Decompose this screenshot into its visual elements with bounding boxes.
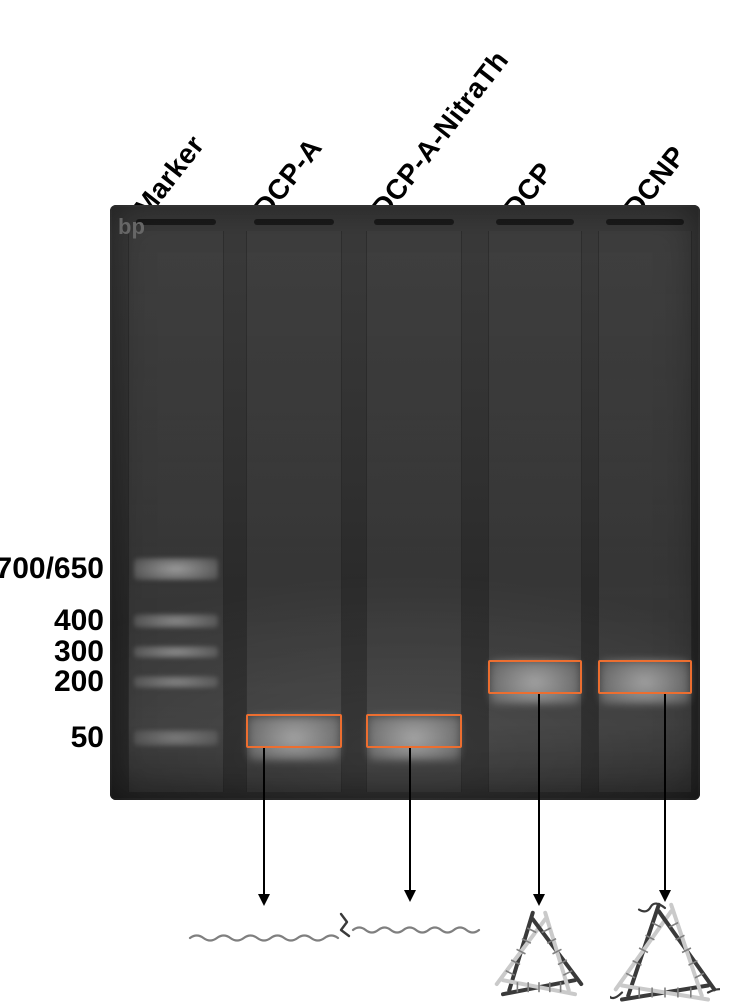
leader-line	[409, 748, 411, 892]
arrowhead-icon	[533, 894, 545, 906]
well-marker	[136, 219, 216, 225]
schematic-triangle_plain	[491, 906, 587, 1002]
leader-line	[538, 694, 540, 896]
figure-root: Marker DCP-A DCP-A-NitraTh DCP DCNP bp 7…	[0, 0, 754, 1000]
lane-smear-marker	[128, 231, 224, 792]
band-highlight-box	[366, 714, 462, 748]
arrowhead-icon	[258, 894, 270, 906]
gel-image	[110, 205, 700, 800]
leader-line	[664, 694, 666, 892]
lane-smear-dcp	[488, 231, 582, 792]
well-dcnp	[606, 219, 684, 225]
ladder-band	[134, 614, 218, 628]
band-highlight-box	[246, 714, 342, 748]
schematic-ssDNA_tagged	[335, 906, 485, 951]
well-dcp_a_nitrath	[374, 219, 454, 225]
well-dcp_a	[254, 219, 334, 225]
leader-line	[263, 748, 265, 896]
lane-label-dcp-a-nitrath: DCP-A-NitraTh	[365, 45, 515, 224]
ladder-band	[134, 730, 218, 746]
ladder-label-400: 400	[54, 604, 104, 638]
arrowhead-icon	[404, 890, 416, 902]
band-highlight-box	[488, 660, 582, 694]
schematic-ssDNA	[184, 914, 344, 959]
lane-smear-dcp_a	[246, 231, 342, 792]
schematic-triangle_tagged	[610, 898, 720, 1008]
ladder-band	[134, 646, 218, 658]
ladder-band	[134, 676, 218, 688]
ladder-band	[134, 558, 218, 580]
well-dcp	[496, 219, 574, 225]
ladder-label-50: 50	[71, 721, 104, 755]
lane-smear-dcnp	[598, 231, 692, 792]
lane-smear-dcp_a_nitrath	[366, 231, 462, 792]
ladder-label-200: 200	[54, 665, 104, 699]
bp-unit-label: bp	[118, 214, 145, 240]
ladder-label-700-650: 700/650	[0, 552, 104, 586]
band-highlight-box	[598, 660, 692, 694]
ladder-label-300: 300	[54, 635, 104, 669]
